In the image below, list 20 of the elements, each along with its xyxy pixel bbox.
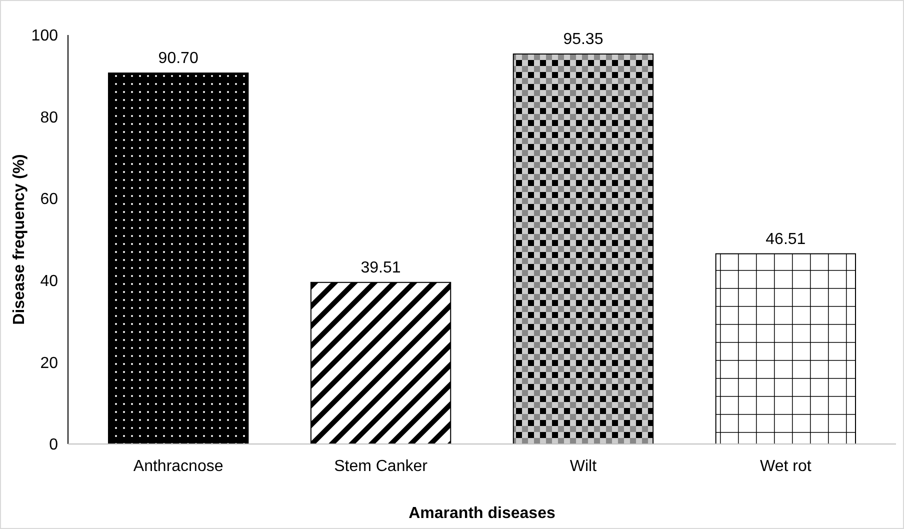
data-label: 39.51 — [360, 259, 401, 276]
bar — [512, 54, 654, 444]
data-label: 90.70 — [158, 50, 198, 68]
x-tick-label: Wilt — [570, 458, 598, 475]
data-label: 46.51 — [766, 230, 806, 248]
x-tick-label: Wet rot — [760, 458, 812, 475]
bar — [715, 253, 856, 444]
x-tick-label: Anthracnose — [133, 458, 224, 475]
y-tick-label: 100 — [31, 28, 58, 45]
y-tick-label: 60 — [40, 191, 58, 208]
bar — [108, 72, 249, 444]
bar — [310, 282, 452, 444]
x-axis-title: Amaranth diseases — [408, 505, 556, 522]
y-axis-title: Disease frequency (%) — [11, 154, 28, 325]
x-tick-label: Stem Canker — [334, 458, 428, 475]
y-tick-label: 40 — [40, 273, 58, 290]
data-label: 95.35 — [563, 31, 604, 48]
y-tick-label: 20 — [40, 354, 58, 372]
y-tick-label: 80 — [40, 109, 58, 126]
y-tick-label: 0 — [49, 436, 58, 454]
